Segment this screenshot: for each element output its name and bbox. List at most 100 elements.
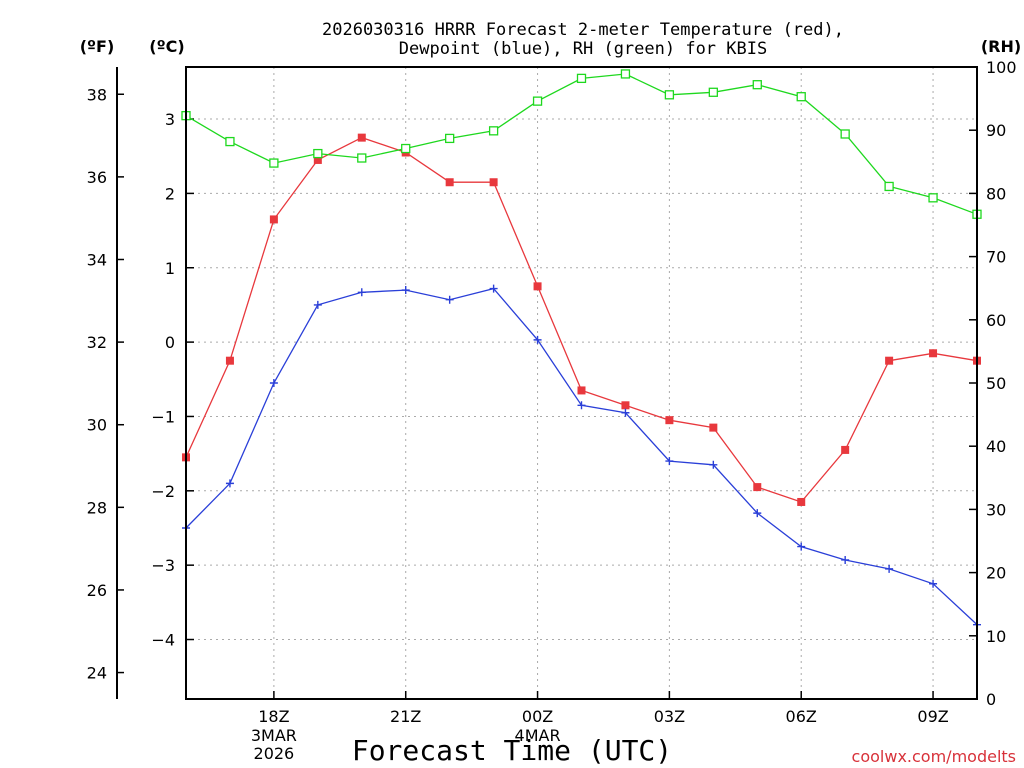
fahrenheit-tick-label: 36 xyxy=(87,168,107,187)
rh-tick-label: 0 xyxy=(986,690,996,709)
rh-tick-label: 100 xyxy=(986,58,1017,77)
rh-tick-label: 10 xyxy=(986,627,1006,646)
temperature-point xyxy=(665,416,674,425)
rh-point xyxy=(488,126,499,136)
rh-point xyxy=(796,92,806,102)
temperature-point xyxy=(577,386,586,395)
rh-tick-label: 40 xyxy=(986,437,1006,456)
date-label-line1: 4MAR xyxy=(515,726,561,745)
dewpoint-point xyxy=(269,379,278,387)
x-axis-title: Forecast Time (UTC) xyxy=(352,734,672,767)
temperature-point xyxy=(885,356,894,365)
rh-point xyxy=(225,136,235,147)
celsius-tick-label: −1 xyxy=(151,407,175,426)
temperature-point xyxy=(841,445,850,454)
rh-point xyxy=(313,148,323,159)
chart-title-line2: Dewpoint (blue), RH (green) for KBIS xyxy=(399,39,767,59)
rh-point xyxy=(269,158,279,168)
rh-tick-label: 20 xyxy=(986,564,1006,583)
rh-tick-label: 70 xyxy=(986,248,1006,267)
rh-point xyxy=(884,181,894,192)
fahrenheit-tick-label: 28 xyxy=(87,498,107,517)
temperature-point xyxy=(709,423,718,432)
dewpoint-point xyxy=(445,295,454,304)
fahrenheit-tick-label: 26 xyxy=(87,581,107,600)
dewpoint-point xyxy=(533,335,542,344)
rh-point xyxy=(928,193,938,203)
rh-tick-label: 60 xyxy=(986,311,1006,330)
axis-layer: 38363432302826243210−1−2−3−4100908070605… xyxy=(87,58,1017,763)
fahrenheit-tick-label: 34 xyxy=(87,250,107,269)
x-tick-label: 00Z xyxy=(522,707,553,726)
temperature-point xyxy=(313,155,322,164)
celsius-tick-label: −4 xyxy=(151,631,175,650)
temperature-point xyxy=(753,483,762,492)
rh-point xyxy=(445,133,455,144)
fahrenheit-tick-label: 24 xyxy=(87,664,107,683)
plot-frame xyxy=(185,66,978,700)
rh-tick-label: 30 xyxy=(986,500,1006,519)
x-tick-label: 03Z xyxy=(654,707,685,726)
temperature-point xyxy=(357,133,366,142)
celsius-tick-label: −2 xyxy=(151,482,175,501)
dewpoint-point xyxy=(797,542,806,551)
x-tick-label: 09Z xyxy=(917,707,948,726)
series-layer xyxy=(181,69,982,629)
dewpoint-point xyxy=(753,509,762,518)
chart-title-line1: 2026030316 HRRR Forecast 2-meter Tempera… xyxy=(322,20,844,40)
fahrenheit-tick-label: 38 xyxy=(87,85,107,104)
temperature-point xyxy=(225,356,234,365)
dewpoint-point xyxy=(489,284,498,293)
temperature-point xyxy=(797,497,806,506)
dewpoint-point xyxy=(313,300,322,309)
celsius-unit-label: (ºC) xyxy=(149,37,184,56)
rh-tick-label: 50 xyxy=(986,374,1006,393)
rh-unit-label: (RH) xyxy=(981,37,1021,56)
dewpoint-point xyxy=(621,408,630,417)
credit-text: coolwx.com/modelts xyxy=(852,747,1016,766)
x-tick-label: 18Z xyxy=(258,707,289,726)
celsius-tick-label: 3 xyxy=(165,110,175,129)
rh-point xyxy=(357,153,367,163)
fahrenheit-tick-label: 30 xyxy=(87,416,107,435)
dewpoint-point xyxy=(885,564,894,573)
rh-point xyxy=(708,87,718,97)
dewpoint-point xyxy=(709,460,718,469)
rh-point xyxy=(664,90,675,100)
temperature-point xyxy=(929,349,938,358)
rh-tick-label: 80 xyxy=(986,184,1006,203)
dewpoint-point xyxy=(929,579,938,588)
dewpoint-point xyxy=(841,555,850,564)
dewpoint-point xyxy=(665,457,674,466)
rh-point xyxy=(752,80,762,90)
rh-point xyxy=(576,73,587,84)
dewpoint-point xyxy=(577,401,586,410)
temperature-point xyxy=(489,178,498,187)
rh-point xyxy=(401,143,411,154)
temperature-point xyxy=(533,282,542,291)
rh-point xyxy=(840,129,850,139)
grid-layer xyxy=(186,67,977,699)
dewpoint-point xyxy=(225,479,234,488)
dewpoint-point xyxy=(401,286,410,295)
dewpoint-point xyxy=(357,288,366,297)
celsius-tick-label: 0 xyxy=(165,333,175,352)
celsius-tick-label: 2 xyxy=(165,184,175,203)
celsius-tick-label: −3 xyxy=(151,556,175,575)
rh-point xyxy=(532,96,543,106)
rh-tick-label: 90 xyxy=(986,121,1006,140)
temperature-point xyxy=(445,178,454,187)
temperature-line xyxy=(185,136,978,503)
rh-point xyxy=(620,69,631,79)
date-label-line1: 3MAR xyxy=(251,726,297,745)
fahrenheit-tick-label: 32 xyxy=(87,333,107,352)
temperature-point xyxy=(269,215,278,224)
x-tick-label: 06Z xyxy=(786,707,817,726)
fahrenheit-unit-label: (ºF) xyxy=(80,37,115,56)
celsius-tick-label: 1 xyxy=(165,259,175,278)
x-tick-label: 21Z xyxy=(390,707,421,726)
temperature-point xyxy=(621,401,630,410)
dewpoint-line xyxy=(185,287,978,626)
date-label-line2: 2026 xyxy=(254,744,295,763)
